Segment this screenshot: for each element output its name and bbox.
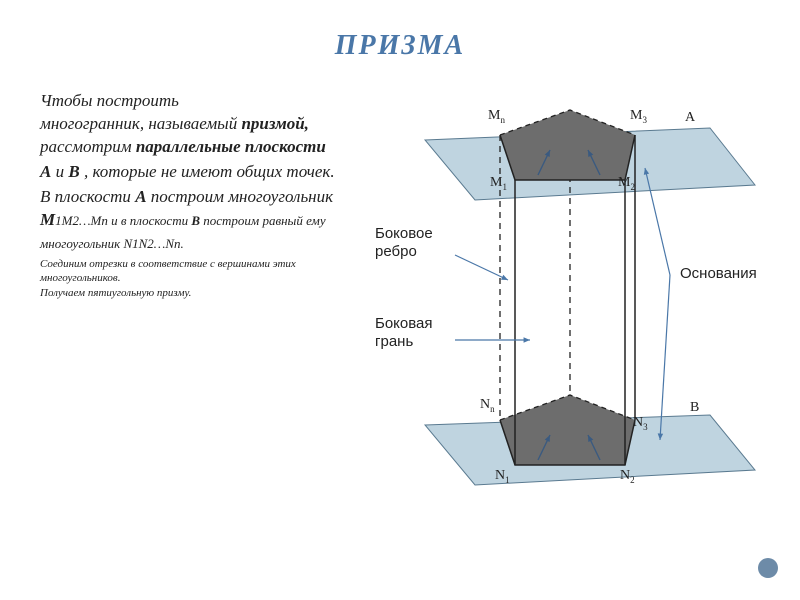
label-plane-b: В [690,400,699,416]
label-Nn: Nn [480,397,495,414]
prism-svg [370,80,790,520]
label-N1: N1 [495,468,510,485]
description-text: Чтобы построить многогранник, называемый… [40,90,350,301]
t2: , которые не имеют общих точек. [84,162,335,181]
t1a: Чтобы построить [40,91,179,110]
label-lateral-edge: Боковоеребро [375,225,433,261]
t-M: М [40,210,55,229]
label-M1: M1 [490,175,507,192]
t-B2: В [191,213,200,228]
label-plane-a: А [685,110,695,126]
t-sub2: Соединим отрезки в соответствие с вершин… [40,257,350,287]
t-sub3: Получаем пятиугольную призму. [40,286,350,301]
t3b: построим многоугольник [151,187,333,206]
t-A2: А [135,187,146,206]
label-M3: M3 [630,108,647,125]
page-title: ПРИЗМА [0,30,800,62]
prism-diagram: Боковоеребро Боковаягрань Основания А В … [370,80,790,520]
t-B: В [68,162,79,181]
t1b: многогранник, называемый [40,114,241,133]
t-sub1: 1M2…Mп и в плоскости [55,213,191,228]
label-N2: N2 [620,468,635,485]
t-and: и [56,162,69,181]
t-prizma: призмой, [241,114,308,133]
label-bases: Основания [680,265,757,282]
t-parallel: параллельные плоскости [136,137,326,156]
t1c: рассмотрим [40,137,136,156]
nav-dot[interactable] [758,558,778,578]
label-M2: M2 [618,175,635,192]
t3a: В плоскости [40,187,135,206]
label-lateral-face: Боковаягрань [375,315,433,351]
t-A: А [40,162,51,181]
label-N3: N3 [633,415,648,432]
label-Mn: Mn [488,108,505,125]
